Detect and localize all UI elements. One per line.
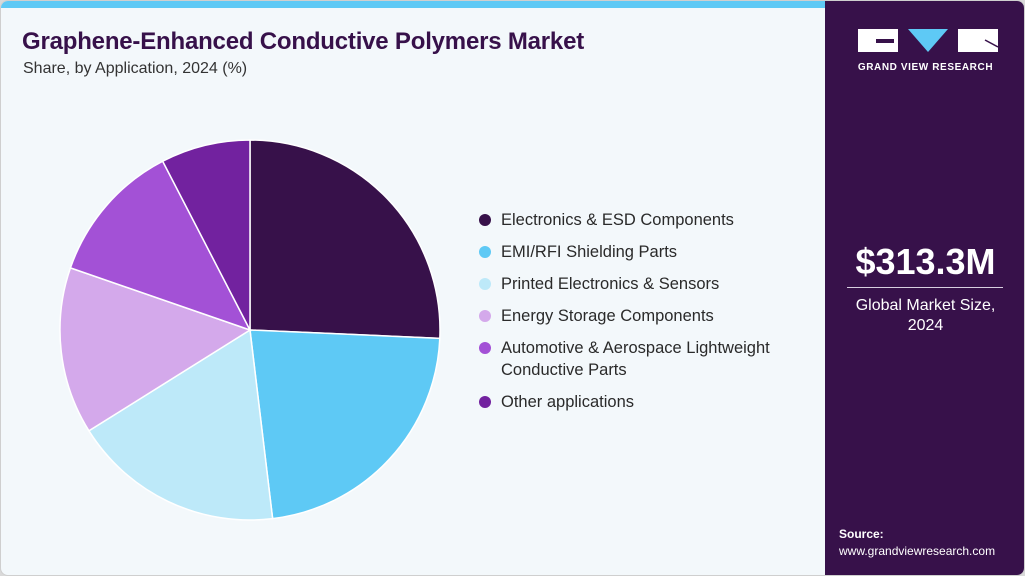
chart-title: Graphene-Enhanced Conductive Polymers Ma… bbox=[22, 28, 585, 55]
pie-slice bbox=[249, 139, 441, 340]
legend-item: Printed Electronics & Sensors bbox=[479, 273, 801, 295]
pie-slice bbox=[161, 139, 251, 331]
divider bbox=[847, 287, 1003, 288]
source-label: Source: bbox=[839, 527, 884, 541]
pie-slice bbox=[69, 160, 252, 332]
source-link[interactable]: www.grandviewresearch.com bbox=[839, 544, 996, 558]
pie-slice bbox=[249, 329, 441, 520]
legend-item: Energy Storage Components bbox=[479, 305, 801, 327]
market-size-value: $313.3M bbox=[855, 241, 996, 282]
legend-label: Electronics & ESD Components bbox=[501, 211, 734, 229]
legend-label: Energy Storage Components bbox=[501, 307, 714, 325]
chart-subtitle: Share, by Application, 2024 (%) bbox=[23, 60, 248, 77]
legend-dot-icon bbox=[479, 342, 491, 354]
market-label-line2: 2024 bbox=[907, 317, 944, 334]
accent-bar bbox=[1, 1, 825, 8]
sidebar-panel: GRAND VIEW RESEARCH $313.3M Global Marke… bbox=[825, 1, 1024, 575]
legend-dot-icon bbox=[479, 246, 491, 258]
pie-chart bbox=[59, 139, 441, 521]
legend-dot-icon bbox=[479, 278, 491, 290]
legend-item: Other applications bbox=[479, 391, 801, 413]
legend-dot-icon bbox=[479, 310, 491, 322]
legend-dot-icon bbox=[479, 396, 491, 408]
legend-label: Printed Electronics & Sensors bbox=[501, 275, 720, 293]
legend-label: Automotive & Aerospace Lightweight Condu… bbox=[501, 339, 770, 379]
logo-text: GRAND VIEW RESEARCH bbox=[857, 62, 994, 73]
legend-dot-icon bbox=[479, 214, 491, 226]
pie-slice bbox=[87, 328, 274, 521]
legend: Electronics & ESD Components EMI/RFI Shie… bbox=[479, 209, 801, 423]
pie-slice bbox=[59, 266, 252, 432]
legend-item: Electronics & ESD Components bbox=[479, 209, 801, 231]
market-size-label: Global Market Size, 2024 bbox=[825, 296, 1024, 336]
legend-item: EMI/RFI Shielding Parts bbox=[479, 241, 801, 263]
legend-label: EMI/RFI Shielding Parts bbox=[501, 243, 678, 261]
legend-item: Automotive & Aerospace Lightweight Condu… bbox=[479, 337, 801, 381]
market-label-line1: Global Market Size, bbox=[855, 297, 996, 314]
legend-label: Other applications bbox=[501, 393, 634, 411]
gvr-logo-icon bbox=[858, 29, 998, 52]
